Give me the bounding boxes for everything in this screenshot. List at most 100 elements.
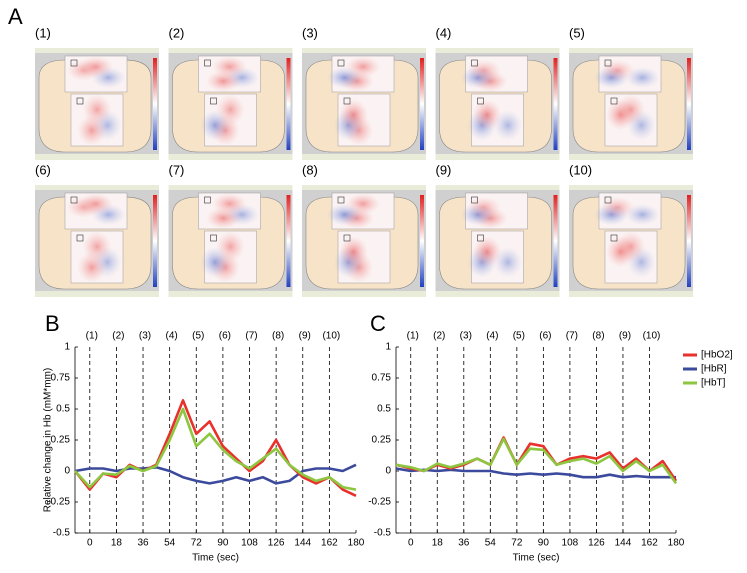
- x-axis-label: Time (sec): [513, 553, 560, 564]
- event-label: (2): [112, 331, 124, 342]
- brain-map: [302, 185, 426, 297]
- y-tick-label: 0.75: [51, 373, 71, 384]
- event-label: (4): [166, 331, 178, 342]
- activation-blob: [466, 196, 502, 219]
- y-tick-label: 0.5: [377, 404, 391, 415]
- roi-box: [70, 196, 78, 204]
- event-label: (5): [513, 331, 525, 342]
- x-tick-label: 0: [87, 538, 93, 549]
- x-tick-label: 144: [615, 538, 632, 549]
- event-label: (3): [139, 331, 151, 342]
- activation-blob: [625, 203, 660, 226]
- activation-blob: [200, 109, 230, 141]
- map-statusbar: [168, 154, 293, 160]
- map-toolbar: [168, 48, 293, 53]
- event-label: (4): [486, 331, 498, 342]
- series-line: [395, 467, 676, 479]
- panel-label: C: [370, 311, 386, 336]
- activation-blob: [77, 251, 107, 283]
- event-label: (5): [192, 331, 204, 342]
- roi-box: [343, 234, 351, 242]
- map-statusbar: [302, 154, 426, 160]
- y-tick-label: 0.25: [51, 435, 71, 446]
- event-label: (1): [86, 331, 98, 342]
- event-label: (10): [322, 331, 340, 342]
- activation-blob: [339, 236, 369, 268]
- activation-blob: [200, 246, 230, 278]
- x-tick-label: 126: [588, 538, 605, 549]
- x-tick-label: 18: [111, 538, 123, 549]
- series-line: [74, 407, 357, 491]
- activation-blob: [327, 203, 362, 226]
- map-label: (5): [569, 25, 585, 40]
- event-label: (8): [272, 331, 284, 342]
- colorbar: [553, 58, 558, 150]
- x-tick-label: 36: [137, 538, 149, 549]
- series-line: [395, 437, 678, 485]
- y-tick-label: -0.25: [47, 497, 70, 508]
- map-toolbar: [168, 185, 293, 190]
- x-tick-label: 144: [294, 538, 311, 549]
- roi-box: [604, 196, 612, 204]
- activation-blob: [77, 114, 107, 146]
- map-toolbar: [35, 185, 159, 190]
- map-toolbar: [569, 185, 693, 190]
- x-tick-label: 162: [641, 538, 658, 549]
- x-tick-label: 162: [321, 538, 338, 549]
- brain-map: [569, 48, 693, 160]
- x-tick-label: 180: [668, 538, 685, 549]
- event-label: (6): [539, 331, 551, 342]
- map-toolbar: [569, 48, 693, 53]
- activation-blob: [327, 66, 362, 89]
- colorbar: [687, 195, 691, 287]
- map-toolbar: [302, 48, 426, 53]
- y-tick-label: 1: [385, 342, 391, 353]
- colorbar: [553, 195, 558, 287]
- x-tick-label: 18: [432, 538, 444, 549]
- activation-blob: [466, 59, 502, 82]
- brain-map: [302, 48, 426, 160]
- y-tick-label: 0: [64, 466, 70, 477]
- map-label: (7): [169, 162, 185, 177]
- map-label: (1): [35, 25, 51, 40]
- map-label: (9): [436, 162, 452, 177]
- activation-blob: [205, 70, 241, 92]
- y-tick-label: 0.5: [56, 404, 70, 415]
- roi-box: [210, 97, 217, 105]
- y-tick-label: 0.25: [372, 435, 392, 446]
- x-tick-label: 72: [191, 538, 203, 549]
- roi-box: [477, 97, 484, 105]
- legend-label: [HbT]: [701, 378, 726, 389]
- x-tick-label: 54: [485, 538, 497, 549]
- event-label: (8): [592, 331, 604, 342]
- brain-map: [35, 185, 159, 297]
- activation-blob: [493, 246, 523, 278]
- activation-blob: [205, 207, 241, 229]
- brain-map: [435, 48, 560, 160]
- event-label: (2): [433, 331, 445, 342]
- x-tick-label: 180: [348, 538, 365, 549]
- panel-label: A: [8, 4, 23, 29]
- event-label: (7): [245, 331, 257, 342]
- activation-blob: [625, 66, 660, 89]
- roi-box: [610, 97, 618, 105]
- colorbar: [153, 58, 157, 150]
- map-statusbar: [435, 154, 560, 160]
- roi-box: [610, 234, 618, 242]
- roi-box: [337, 59, 345, 67]
- event-label: (9): [299, 331, 311, 342]
- roi-box: [210, 234, 217, 242]
- map-statusbar: [569, 291, 693, 297]
- roi-box: [70, 59, 78, 67]
- x-tick-label: 54: [164, 538, 176, 549]
- roi-box: [471, 196, 478, 204]
- x-tick-label: 126: [268, 538, 285, 549]
- roi-box: [477, 234, 484, 242]
- colorbar: [420, 58, 424, 150]
- roi-box: [343, 97, 351, 105]
- activation-blob: [493, 109, 523, 141]
- roi-box: [204, 196, 211, 204]
- x-tick-label: 72: [511, 538, 523, 549]
- y-tick-label: -0.25: [368, 497, 391, 508]
